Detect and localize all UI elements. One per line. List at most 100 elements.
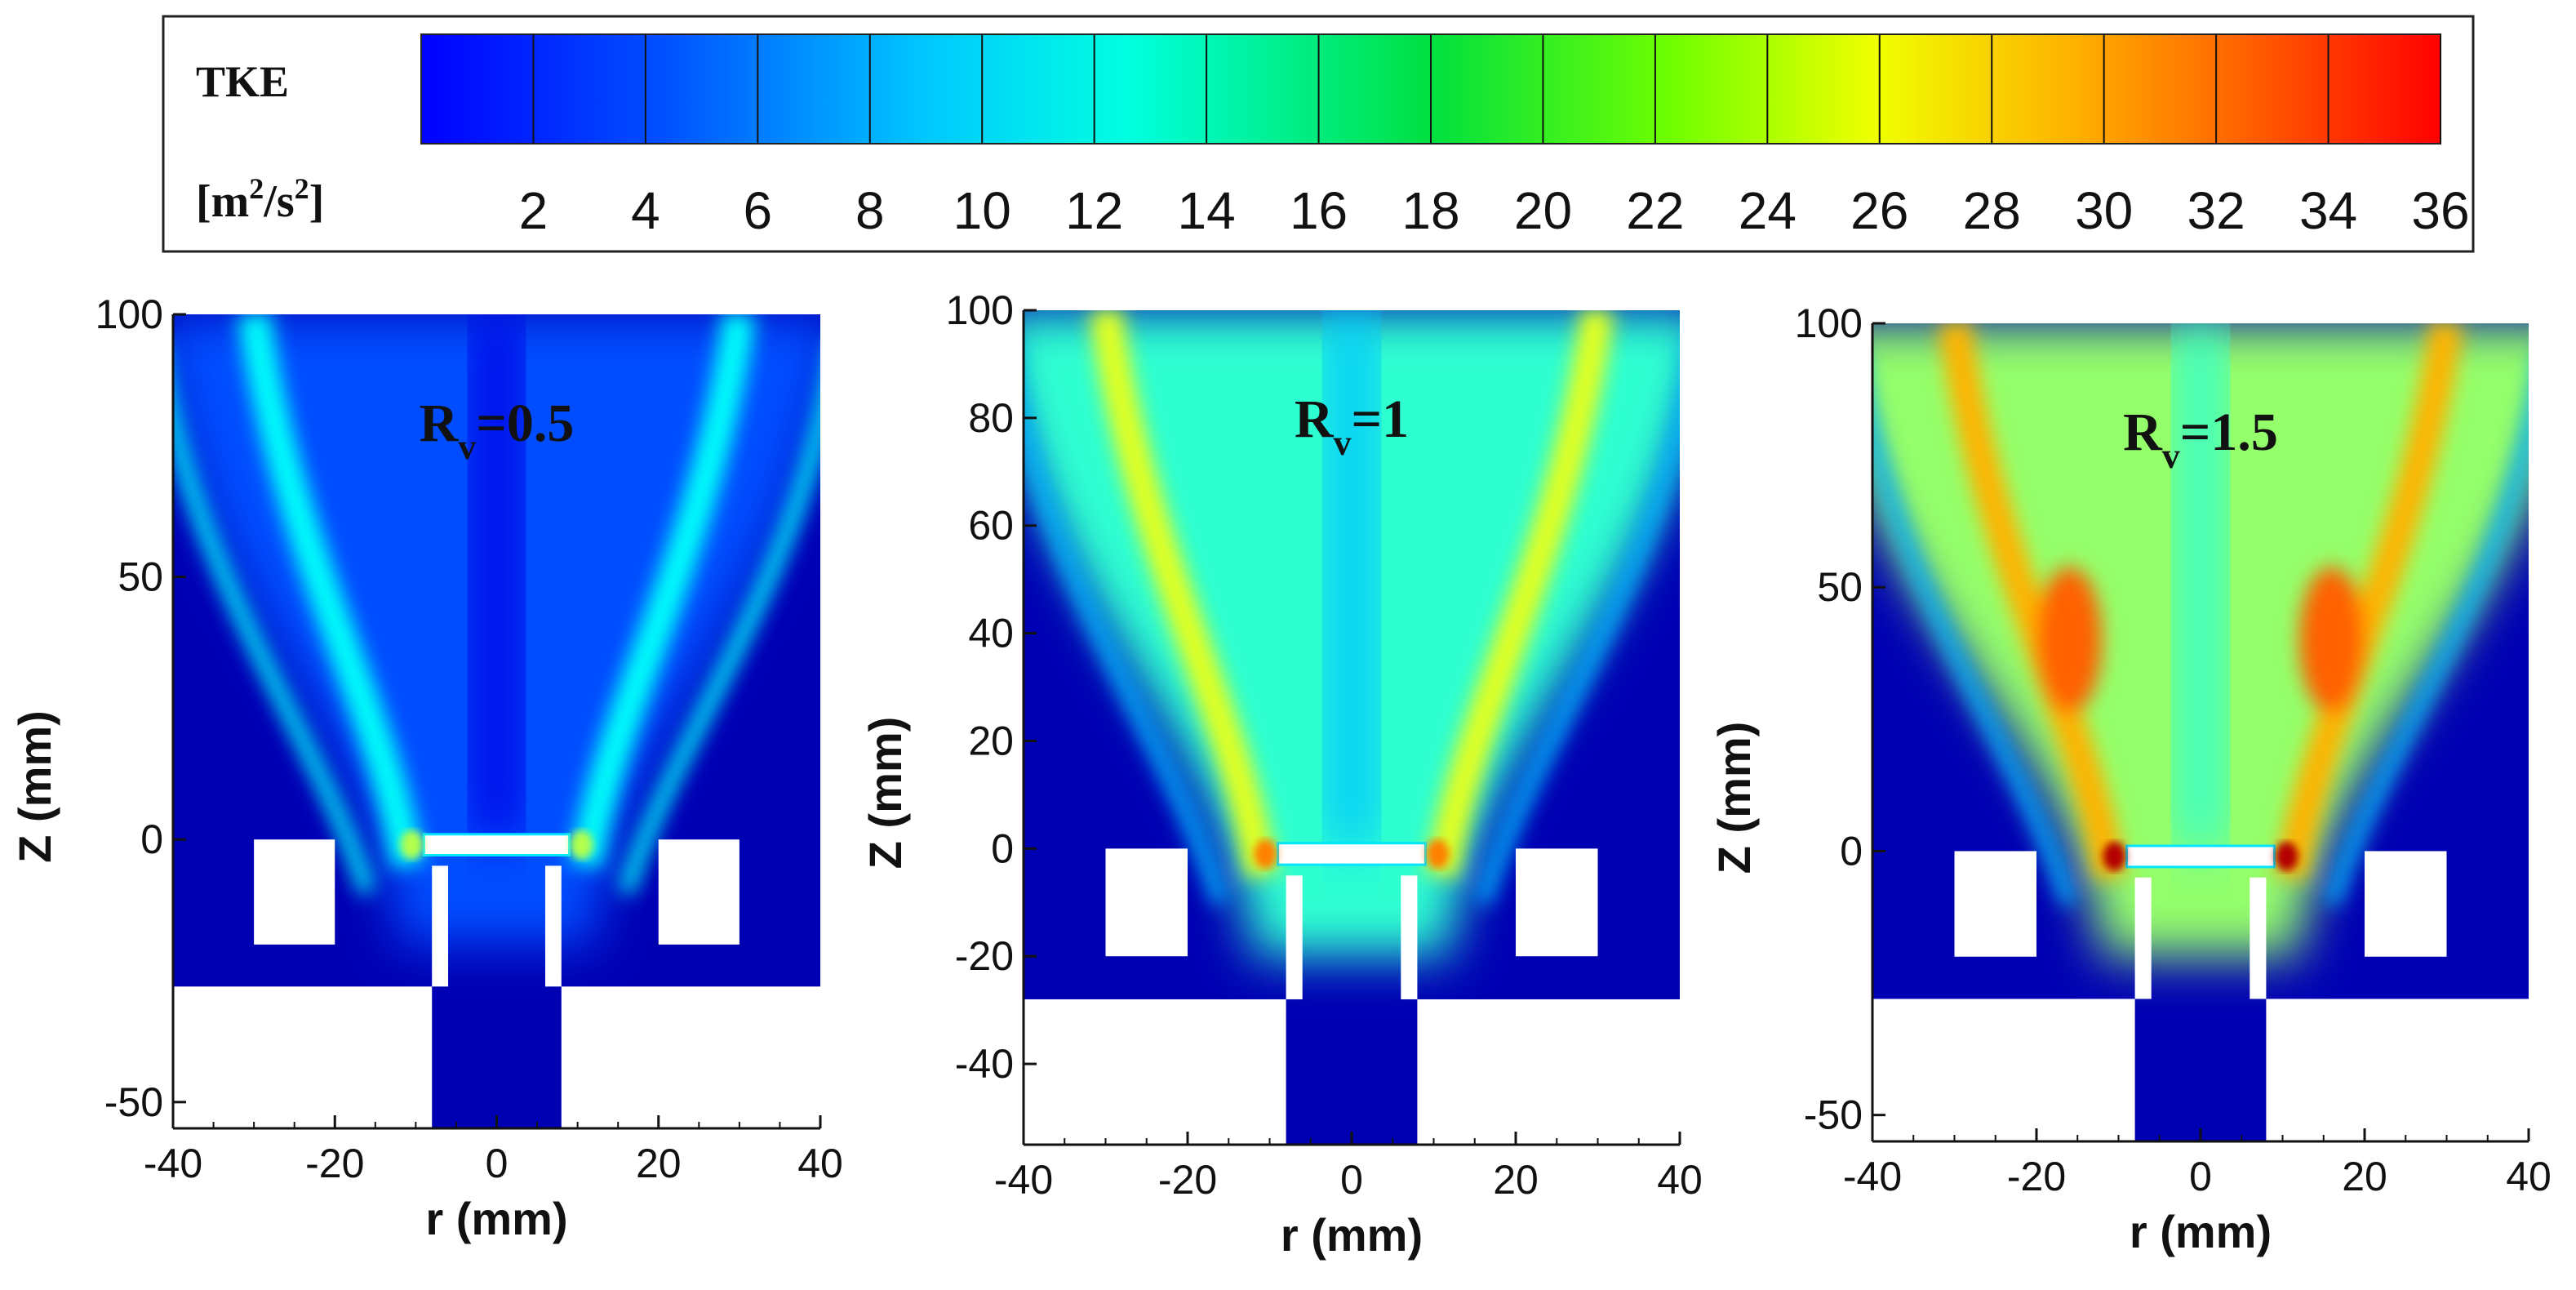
shear-band: [238, 314, 424, 869]
y-tick-label: 40: [968, 611, 1014, 656]
colorbar-tick-label: 26: [1850, 181, 1908, 240]
nozzle-hot-spots: [2103, 841, 2298, 871]
units-mid: /s: [263, 176, 294, 227]
solid-wall: [2134, 877, 2152, 999]
x-axis-label: r (mm): [2130, 1206, 2272, 1257]
x-tick-label: 40: [1657, 1157, 1703, 1203]
axes: -40 -20 0 20 40 -50 0 50 100 r (mm) Z (mm): [1708, 300, 2552, 1257]
colorbar-tick-label: 22: [1626, 181, 1684, 240]
y-tick-label: 0: [1840, 828, 1863, 874]
x-tick-label: -40: [994, 1157, 1053, 1203]
heatmap-panel-3: -40 -20 0 20 40 -50 0 50 100 r (mm) Z (mm) Rv=1.5: [1708, 300, 2552, 1257]
outer-shear-band: [173, 391, 375, 895]
x-tick-label: 0: [1340, 1157, 1363, 1203]
high-tke-region: [2298, 566, 2365, 714]
units-exp2: 2: [295, 172, 309, 205]
units-base: [m: [196, 176, 249, 227]
x-axis-label: r (mm): [425, 1193, 567, 1244]
colorbar-tick-labels: 2 4 6 8 10 12 14 16 18 20 22 24 26 28 30 32 34 36: [519, 181, 2470, 240]
colorbar-tick-label: 28: [1963, 181, 2021, 240]
colorbar-tick-label: 36: [2411, 181, 2469, 240]
outer-shear-band: [619, 391, 820, 895]
y-tick-label: 50: [1817, 564, 1863, 610]
jet-core: [1326, 310, 1377, 849]
units-close: ]: [309, 176, 325, 227]
hot-spot: [400, 830, 424, 860]
solid-wall: [432, 865, 449, 987]
solid-wall: [1401, 875, 1418, 999]
shear-layers: [173, 314, 820, 895]
colorbar-legend: TKE [m2/s2] 2 4 6 8 10 12 14 16 18 20 22 24 26 28 30 32…: [162, 15, 2475, 253]
nozzle-hot-spots: [1254, 838, 1450, 869]
x-tick-label: 40: [2506, 1154, 2552, 1199]
hot-spot: [1426, 838, 1450, 869]
colorbar-tick-label: 6: [744, 181, 773, 240]
solid-wall: [173, 986, 433, 1128]
hot-spot: [1254, 838, 1277, 869]
jet-core: [2175, 323, 2226, 852]
y-tick-label: 100: [1795, 300, 1863, 346]
colorbar-tick-label: 16: [1290, 181, 1348, 240]
colorbar-tick-label: 8: [855, 181, 885, 240]
hot-spot: [570, 830, 593, 860]
rv-annotation: Rv=0.5: [420, 394, 575, 467]
outer-shear-band: [1872, 401, 2076, 906]
solid-wall: [1024, 999, 1286, 1145]
colorbar-tick-label: 30: [2075, 181, 2133, 240]
colorbar-tick-label: 24: [1739, 181, 1797, 240]
shear-band: [1425, 310, 1614, 879]
heatmap-panel-2: -40 -20 0 20 40 -40 -20 0 20 40 60 80 100 r (mm) Z (mm…: [859, 287, 1703, 1261]
y-tick-label: -20: [955, 933, 1014, 979]
outer-shear-band: [1024, 389, 1228, 905]
solid-wall: [254, 839, 335, 945]
shear-band: [1938, 323, 2127, 880]
x-tick-label: -40: [144, 1141, 202, 1186]
x-tick-label: -40: [1843, 1154, 1902, 1199]
solid-wall: [1954, 851, 2036, 957]
burner-geometry: [1872, 844, 2529, 1141]
y-tick-label: 60: [968, 503, 1014, 549]
y-axis-label: Z (mm): [859, 717, 911, 870]
solid-wall: [544, 865, 562, 987]
x-tick-label: -20: [305, 1141, 364, 1186]
solid-wall: [2266, 999, 2529, 1141]
y-tick-label: 50: [118, 554, 163, 600]
shear-band: [1089, 310, 1278, 879]
x-tick-label: -20: [2007, 1154, 2066, 1199]
jet-core: [472, 314, 522, 840]
hot-spot: [2275, 841, 2298, 871]
x-axis-label: r (mm): [1281, 1209, 1423, 1261]
y-tick-label: 0: [140, 816, 163, 862]
axes: -40 -20 0 20 40 -50 0 50 100 r (mm) Z (mm): [9, 291, 843, 1244]
colorbar-tick-label: 10: [953, 181, 1011, 240]
solid-wall: [1872, 999, 2135, 1141]
y-axis-label: Z (mm): [9, 710, 60, 863]
shear-band: [2274, 323, 2463, 880]
y-tick-label: 100: [946, 287, 1014, 333]
colorbar-title: TKE: [196, 57, 289, 106]
x-tick-label: 0: [2189, 1154, 2212, 1199]
high-tke-region: [2036, 566, 2103, 714]
colorbar-units: [m2/s2]: [196, 172, 324, 227]
rv-annotation: Rv=1.5: [2123, 403, 2278, 476]
colorbar-tick-label: 14: [1178, 181, 1236, 240]
x-tick-label: 20: [636, 1141, 682, 1186]
solid-wall: [1105, 848, 1188, 957]
tke-field: [173, 314, 820, 1128]
bluff-body-cap: [1277, 842, 1427, 866]
y-axis-label: Z (mm): [1708, 722, 1760, 874]
bluff-body-cap: [422, 833, 571, 857]
solid-wall: [1516, 848, 1598, 957]
solid-wall: [1286, 875, 1303, 999]
x-tick-label: 0: [486, 1141, 509, 1186]
y-tick-label: 20: [968, 718, 1014, 763]
outer-shear-band: [1476, 389, 1680, 905]
solid-wall: [2250, 877, 2267, 999]
axes: -40 -20 0 20 40 -40 -20 0 20 40 60 80 100 r (mm) Z (mm…: [859, 287, 1703, 1261]
x-tick-label: 20: [1493, 1157, 1539, 1203]
nozzle-hot-spots: [400, 830, 593, 860]
colorbar-tick-label: 4: [631, 181, 660, 240]
tke-field: [1872, 323, 2529, 1141]
units-exp1: 2: [249, 172, 264, 205]
y-tick-label: 80: [968, 395, 1014, 441]
